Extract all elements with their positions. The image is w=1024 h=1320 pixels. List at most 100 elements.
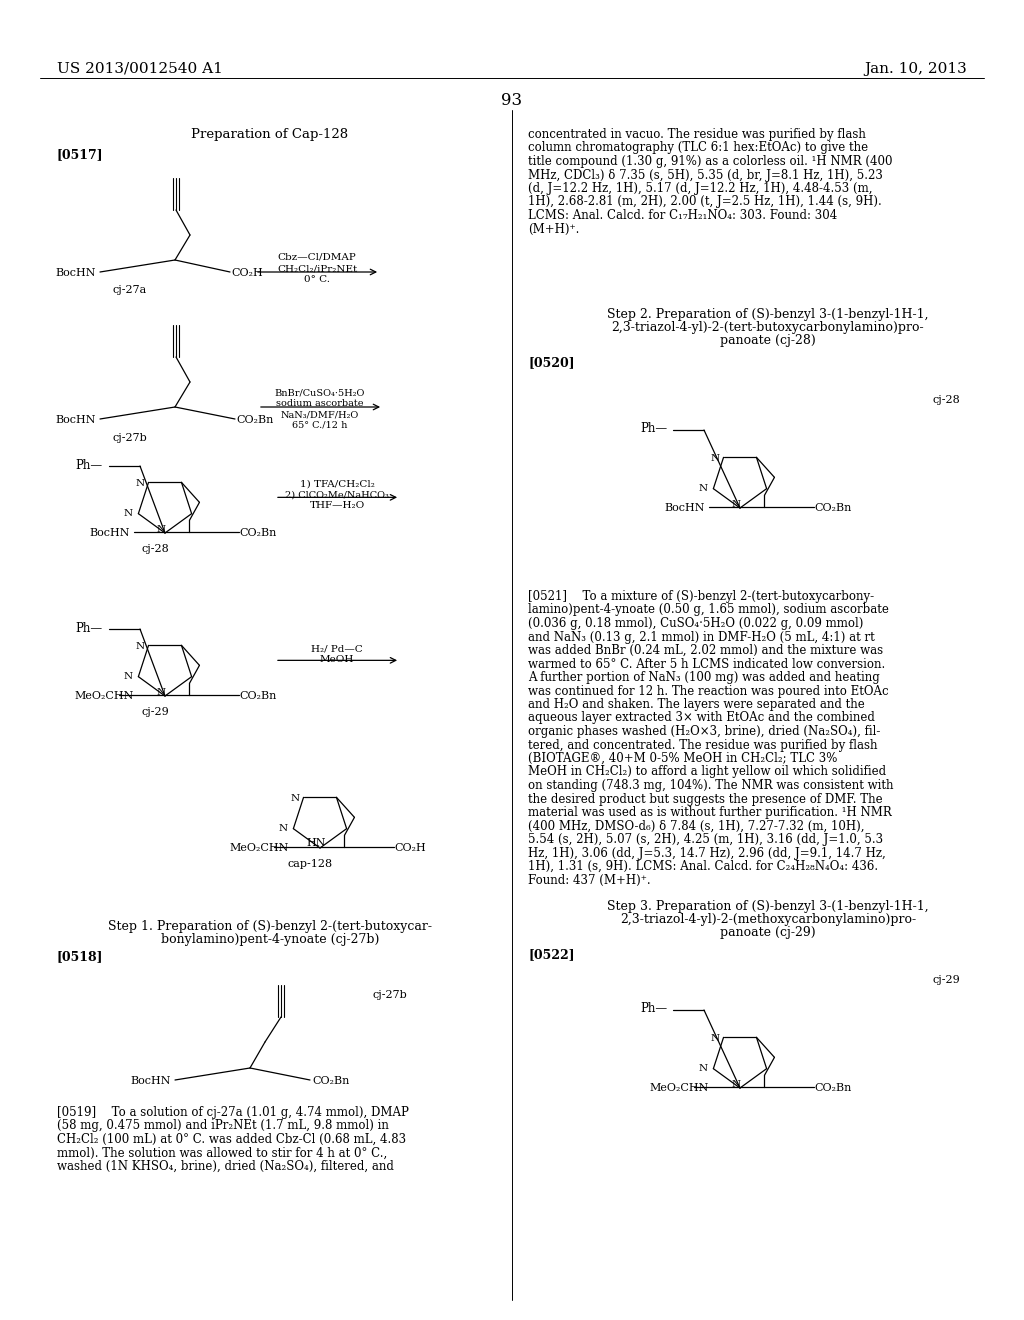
Text: 2,3-triazol-4-yl)-2-(methoxycarbonylamino)pro-: 2,3-triazol-4-yl)-2-(methoxycarbonylamin… bbox=[620, 913, 916, 927]
Text: NaN₃/DMF/H₂O: NaN₃/DMF/H₂O bbox=[281, 411, 359, 418]
Text: (M+H)⁺.: (M+H)⁺. bbox=[528, 223, 580, 235]
Text: BocHN: BocHN bbox=[130, 1076, 171, 1086]
Text: N: N bbox=[136, 479, 145, 488]
Text: tered, and concentrated. The residue was purified by flash: tered, and concentrated. The residue was… bbox=[528, 738, 878, 751]
Text: on standing (748.3 mg, 104%). The NMR was consistent with: on standing (748.3 mg, 104%). The NMR wa… bbox=[528, 779, 894, 792]
Text: MeO₂CHN: MeO₂CHN bbox=[649, 1084, 709, 1093]
Text: bonylamino)pent-4-ynoate (cj-27b): bonylamino)pent-4-ynoate (cj-27b) bbox=[161, 933, 379, 946]
Text: N: N bbox=[279, 824, 288, 833]
Text: [0521]  To a mixture of (S)-benzyl 2-(tert-butoxycarbony-: [0521] To a mixture of (S)-benzyl 2-(ter… bbox=[528, 590, 874, 603]
Text: THF—H₂O: THF—H₂O bbox=[309, 502, 365, 511]
Text: Hz, 1H), 3.06 (dd, J=5.3, 14.7 Hz), 2.96 (dd, J=9.1, 14.7 Hz,: Hz, 1H), 3.06 (dd, J=5.3, 14.7 Hz), 2.96… bbox=[528, 846, 886, 859]
Text: N: N bbox=[157, 688, 166, 697]
Text: [0518]: [0518] bbox=[57, 950, 103, 964]
Text: H₂/ Pd—C: H₂/ Pd—C bbox=[311, 644, 362, 653]
Text: N: N bbox=[124, 672, 133, 681]
Text: Ph—: Ph— bbox=[640, 422, 667, 436]
Text: was added BnBr (0.24 mL, 2.02 mmol) and the mixture was: was added BnBr (0.24 mL, 2.02 mmol) and … bbox=[528, 644, 883, 657]
Text: [0517]: [0517] bbox=[57, 148, 103, 161]
Text: 1H), 2.68-2.81 (m, 2H), 2.00 (t, J=2.5 Hz, 1H), 1.44 (s, 9H).: 1H), 2.68-2.81 (m, 2H), 2.00 (t, J=2.5 H… bbox=[528, 195, 882, 209]
Text: panoate (cj-28): panoate (cj-28) bbox=[720, 334, 816, 347]
Text: organic phases washed (H₂O×3, brine), dried (Na₂SO₄), fil-: organic phases washed (H₂O×3, brine), dr… bbox=[528, 725, 881, 738]
Text: cap-128: cap-128 bbox=[288, 859, 333, 870]
Text: Cbz—Cl/DMAP: Cbz—Cl/DMAP bbox=[278, 253, 356, 261]
Text: BocHN: BocHN bbox=[55, 268, 95, 279]
Text: N: N bbox=[124, 508, 133, 517]
Text: CH₂Cl₂ (100 mL) at 0° C. was added Cbz-Cl (0.68 mL, 4.83: CH₂Cl₂ (100 mL) at 0° C. was added Cbz-C… bbox=[57, 1133, 407, 1146]
Text: Preparation of Cap-128: Preparation of Cap-128 bbox=[191, 128, 348, 141]
Text: N: N bbox=[731, 1080, 740, 1089]
Text: N: N bbox=[711, 1035, 720, 1043]
Text: title compound (1.30 g, 91%) as a colorless oil. ¹H NMR (400: title compound (1.30 g, 91%) as a colorl… bbox=[528, 154, 893, 168]
Text: [0522]: [0522] bbox=[528, 948, 574, 961]
Text: Step 2. Preparation of (S)-benzyl 3-(1-benzyl-1H-1,: Step 2. Preparation of (S)-benzyl 3-(1-b… bbox=[607, 308, 929, 321]
Text: and H₂O and shaken. The layers were separated and the: and H₂O and shaken. The layers were sepa… bbox=[528, 698, 864, 711]
Text: BnBr/CuSO₄·5H₂O: BnBr/CuSO₄·5H₂O bbox=[274, 388, 366, 397]
Text: mmol). The solution was allowed to stir for 4 h at 0° C.,: mmol). The solution was allowed to stir … bbox=[57, 1147, 387, 1159]
Text: cj-27b: cj-27b bbox=[113, 433, 147, 444]
Text: material was used as is without further purification. ¹H NMR: material was used as is without further … bbox=[528, 807, 892, 818]
Text: CO₂Bn: CO₂Bn bbox=[814, 1084, 852, 1093]
Text: CO₂Bn: CO₂Bn bbox=[240, 528, 276, 539]
Text: 2,3-triazol-4-yl)-2-(tert-butoxycarbonylamino)pro-: 2,3-triazol-4-yl)-2-(tert-butoxycarbonyl… bbox=[611, 321, 925, 334]
Text: CO₂Bn: CO₂Bn bbox=[312, 1076, 349, 1086]
Text: LCMS: Anal. Calcd. for C₁₇H₂₁NO₄: 303. Found: 304: LCMS: Anal. Calcd. for C₁₇H₂₁NO₄: 303. F… bbox=[528, 209, 838, 222]
Text: 2) ClCO₂Me/NaHCO₃: 2) ClCO₂Me/NaHCO₃ bbox=[285, 490, 389, 499]
Text: Ph—: Ph— bbox=[75, 459, 102, 473]
Text: [0519]  To a solution of cj-27a (1.01 g, 4.74 mmol), DMAP: [0519] To a solution of cj-27a (1.01 g, … bbox=[57, 1106, 409, 1119]
Text: lamino)pent-4-ynoate (0.50 g, 1.65 mmol), sodium ascorbate: lamino)pent-4-ynoate (0.50 g, 1.65 mmol)… bbox=[528, 603, 889, 616]
Text: CO₂Bn: CO₂Bn bbox=[814, 503, 852, 513]
Text: MeOH in CH₂Cl₂) to afford a light yellow oil which solidified: MeOH in CH₂Cl₂) to afford a light yellow… bbox=[528, 766, 886, 779]
Text: N: N bbox=[698, 483, 708, 492]
Text: N: N bbox=[711, 454, 720, 463]
Text: N: N bbox=[731, 500, 740, 510]
Text: cj-29: cj-29 bbox=[932, 975, 961, 985]
Text: MeO₂CHN: MeO₂CHN bbox=[229, 843, 289, 853]
Text: the desired product but suggests the presence of DMF. The: the desired product but suggests the pre… bbox=[528, 792, 883, 805]
Text: A further portion of NaN₃ (100 mg) was added and heating: A further portion of NaN₃ (100 mg) was a… bbox=[528, 671, 880, 684]
Text: CO₂H: CO₂H bbox=[231, 268, 263, 279]
Text: BocHN: BocHN bbox=[665, 503, 705, 513]
Text: Ph—: Ph— bbox=[640, 1002, 667, 1015]
Text: CO₂Bn: CO₂Bn bbox=[236, 414, 273, 425]
Text: panoate (cj-29): panoate (cj-29) bbox=[720, 927, 816, 939]
Text: washed (1N KHSO₄, brine), dried (Na₂SO₄), filtered, and: washed (1N KHSO₄, brine), dried (Na₂SO₄)… bbox=[57, 1160, 394, 1173]
Text: Jan. 10, 2013: Jan. 10, 2013 bbox=[864, 62, 967, 77]
Text: 0° C.: 0° C. bbox=[304, 275, 330, 284]
Text: MeOH: MeOH bbox=[319, 655, 354, 664]
Text: 1H), 1.31 (s, 9H). LCMS: Anal. Calcd. for C₂₄H₂₈N₄O₄: 436.: 1H), 1.31 (s, 9H). LCMS: Anal. Calcd. fo… bbox=[528, 861, 879, 873]
Text: [0520]: [0520] bbox=[528, 356, 574, 370]
Text: (400 MHz, DMSO-d₆) δ 7.84 (s, 1H), 7.27-7.32 (m, 10H),: (400 MHz, DMSO-d₆) δ 7.84 (s, 1H), 7.27-… bbox=[528, 820, 864, 833]
Text: US 2013/0012540 A1: US 2013/0012540 A1 bbox=[57, 62, 223, 77]
Text: 65° C./12 h: 65° C./12 h bbox=[292, 421, 348, 430]
Text: and NaN₃ (0.13 g, 2.1 mmol) in DMF-H₂O (5 mL, 4:1) at rt: and NaN₃ (0.13 g, 2.1 mmol) in DMF-H₂O (… bbox=[528, 631, 874, 644]
Text: 5.54 (s, 2H), 5.07 (s, 2H), 4.25 (m, 1H), 3.16 (dd, J=1.0, 5.3: 5.54 (s, 2H), 5.07 (s, 2H), 4.25 (m, 1H)… bbox=[528, 833, 883, 846]
Text: Step 1. Preparation of (S)-benzyl 2-(tert-butoxycar-: Step 1. Preparation of (S)-benzyl 2-(ter… bbox=[108, 920, 432, 933]
Text: cj-29: cj-29 bbox=[141, 708, 169, 717]
Text: column chromatography (TLC 6:1 hex:EtOAc) to give the: column chromatography (TLC 6:1 hex:EtOAc… bbox=[528, 141, 868, 154]
Text: N: N bbox=[157, 525, 166, 535]
Text: N: N bbox=[291, 795, 300, 804]
Text: MHz, CDCl₃) δ 7.35 (s, 5H), 5.35 (d, br, J=8.1 Hz, 1H), 5.23: MHz, CDCl₃) δ 7.35 (s, 5H), 5.35 (d, br,… bbox=[528, 169, 883, 181]
Text: MeO₂CHN: MeO₂CHN bbox=[75, 692, 134, 701]
Text: Step 3. Preparation of (S)-benzyl 3-(1-benzyl-1H-1,: Step 3. Preparation of (S)-benzyl 3-(1-b… bbox=[607, 900, 929, 913]
Text: warmed to 65° C. After 5 h LCMS indicated low conversion.: warmed to 65° C. After 5 h LCMS indicate… bbox=[528, 657, 886, 671]
Text: was continued for 12 h. The reaction was poured into EtOAc: was continued for 12 h. The reaction was… bbox=[528, 685, 889, 697]
Text: BocHN: BocHN bbox=[55, 414, 95, 425]
Text: 93: 93 bbox=[502, 92, 522, 110]
Text: Found: 437 (M+H)⁺.: Found: 437 (M+H)⁺. bbox=[528, 874, 650, 887]
Text: CH₂Cl₂/iPr₂NEt: CH₂Cl₂/iPr₂NEt bbox=[276, 264, 357, 273]
Text: concentrated in vacuo. The residue was purified by flash: concentrated in vacuo. The residue was p… bbox=[528, 128, 866, 141]
Text: cj-28: cj-28 bbox=[141, 544, 169, 554]
Text: N: N bbox=[698, 1064, 708, 1073]
Text: BocHN: BocHN bbox=[89, 528, 130, 539]
Text: sodium ascorbate: sodium ascorbate bbox=[276, 399, 364, 408]
Text: CO₂H: CO₂H bbox=[394, 843, 426, 853]
Text: 1) TFA/CH₂Cl₂: 1) TFA/CH₂Cl₂ bbox=[300, 479, 375, 488]
Text: cj-27a: cj-27a bbox=[113, 285, 147, 294]
Text: cj-27b: cj-27b bbox=[373, 990, 408, 1001]
Text: (0.036 g, 0.18 mmol), CuSO₄·5H₂O (0.022 g, 0.09 mmol): (0.036 g, 0.18 mmol), CuSO₄·5H₂O (0.022 … bbox=[528, 616, 863, 630]
Text: (d, J=12.2 Hz, 1H), 5.17 (d, J=12.2 Hz, 1H), 4.48-4.53 (m,: (d, J=12.2 Hz, 1H), 5.17 (d, J=12.2 Hz, … bbox=[528, 182, 872, 195]
Text: aqueous layer extracted 3× with EtOAc and the combined: aqueous layer extracted 3× with EtOAc an… bbox=[528, 711, 874, 725]
Text: Ph—: Ph— bbox=[75, 622, 102, 635]
